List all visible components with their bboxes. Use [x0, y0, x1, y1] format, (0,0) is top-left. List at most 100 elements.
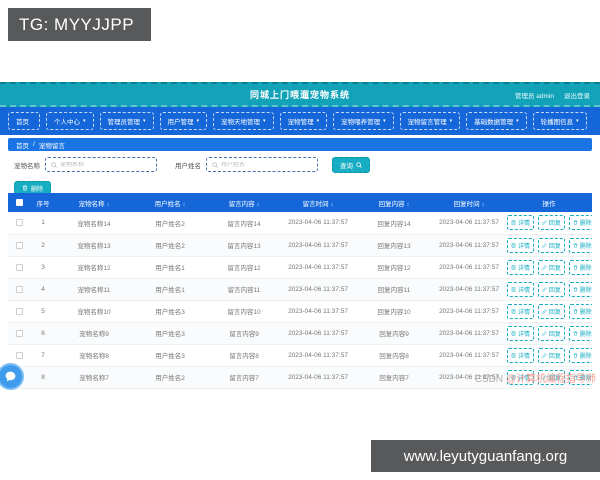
cell-reply-time: 2023-04-06 11:37:57 [432, 322, 506, 345]
cell-reply: 回复内容10 [356, 300, 432, 323]
table-row: 5 宠物名称10 用户姓名3 留言内容10 2023-04-06 11:37:5… [8, 300, 592, 323]
nav-item[interactable]: 宠物喂养管理 ▾ [333, 112, 394, 130]
cell-message-time: 2023-04-06 11:37:57 [280, 300, 356, 323]
delete-button[interactable]: 删除 [568, 237, 592, 253]
search-button[interactable]: 查询 [332, 156, 370, 173]
breadcrumb-home[interactable]: 首页 [16, 142, 29, 150]
document-icon [511, 242, 516, 248]
cell-user-name: 用户姓名3 [132, 322, 208, 345]
detail-button[interactable]: 详情 [507, 215, 535, 231]
delete-button[interactable]: 删除 [568, 325, 592, 341]
reply-button[interactable]: 回复 [537, 369, 565, 385]
nav-item-label: 基础数据管理 [474, 119, 514, 126]
cell-pet-name: 宠物名称11 [56, 278, 132, 301]
header-user-name[interactable]: 用户姓名 ↕ [132, 193, 208, 212]
pet-name-label: 宠物名称 [14, 162, 40, 170]
row-checkbox-cell [8, 344, 30, 367]
reply-button[interactable]: 回复 [537, 303, 565, 319]
nav-item[interactable]: 用户管理 ▾ [159, 112, 208, 130]
header-message[interactable]: 留言内容 ↕ [208, 193, 280, 212]
pet-name-input[interactable] [60, 161, 151, 168]
document-icon [511, 264, 516, 270]
logout-link[interactable]: 退出登录 [564, 92, 590, 100]
breadcrumb-current: 宠物留言 [38, 142, 65, 150]
nav-item[interactable]: 轮播图信息 ▾ [532, 112, 587, 130]
reply-button[interactable]: 回复 [537, 237, 565, 253]
row-checkbox[interactable] [15, 329, 23, 337]
row-checkbox[interactable] [15, 285, 23, 293]
nav-item[interactable]: 个人中心 ▾ [46, 112, 94, 130]
cell-reply-time: 2023-04-06 11:37:57 [432, 344, 506, 367]
delete-button[interactable]: 删除 [568, 259, 592, 275]
row-checkbox[interactable] [15, 307, 23, 315]
delete-button[interactable]: 删除 [568, 215, 592, 231]
chat-float-button[interactable] [0, 363, 24, 390]
nav-item[interactable]: 宠物留言管理 ▾ [399, 112, 461, 130]
batch-delete-label: 删除 [31, 186, 44, 193]
header-reply[interactable]: 回复内容 ↕ [356, 193, 432, 212]
search-button-label: 查询 [340, 162, 353, 170]
reply-button[interactable]: 回复 [537, 281, 565, 297]
detail-button[interactable]: 详情 [507, 325, 535, 341]
search-icon [356, 161, 362, 168]
cell-pet-name: 宠物名称9 [56, 322, 132, 345]
detail-button[interactable]: 详情 [507, 281, 535, 297]
cell-message-time: 2023-04-06 11:37:57 [280, 366, 356, 389]
cell-message-time: 2023-04-06 11:37:57 [280, 212, 356, 235]
delete-button[interactable]: 删除 [568, 281, 592, 297]
detail-button[interactable]: 详情 [507, 303, 535, 319]
cell-actions: 详情 回复 删除 [506, 212, 592, 235]
user-name-input[interactable] [221, 161, 312, 168]
delete-button[interactable]: 删除 [568, 347, 592, 363]
header-checkbox-cell [8, 193, 30, 212]
detail-button[interactable]: 详情 [507, 237, 535, 253]
nav-item[interactable]: 宠物天地管理 ▾ [213, 112, 274, 130]
detail-button[interactable]: 详情 [507, 347, 535, 363]
detail-button[interactable]: 详情 [507, 369, 535, 385]
pencil-icon [542, 242, 547, 248]
nav-item[interactable]: 宠物管理 ▾ [279, 112, 328, 130]
table-row: 2 宠物名称13 用户姓名2 留言内容13 2023-04-06 11:37:5… [8, 234, 592, 257]
nav-item[interactable]: 管理员管理 ▾ [99, 112, 154, 130]
table-row: 1 宠物名称14 用户姓名2 留言内容14 2023-04-06 11:37:5… [8, 212, 592, 235]
cell-user-name: 用户姓名2 [132, 212, 208, 235]
nav-item[interactable]: 首页 [8, 112, 40, 130]
chevron-down-icon: ▾ [196, 117, 200, 124]
chevron-down-icon: ▾ [83, 117, 86, 124]
delete-button[interactable]: 删除 [568, 369, 592, 385]
header-reply-time[interactable]: 回复时间 ↕ [432, 193, 506, 212]
trash-icon [573, 374, 578, 380]
sort-icon: ↕ [406, 201, 410, 208]
cell-actions: 详情 回复 删除 [506, 256, 592, 279]
row-checkbox[interactable] [15, 351, 23, 359]
chevron-down-icon: ▾ [383, 117, 386, 124]
row-checkbox[interactable] [15, 263, 23, 271]
chevron-down-icon: ▾ [263, 117, 266, 124]
reply-button[interactable]: 回复 [537, 259, 565, 275]
cell-reply-time: 2023-04-06 11:37:57 [432, 278, 506, 301]
delete-button[interactable]: 删除 [568, 303, 592, 319]
table-row: 8 宠物名称7 用户姓名2 留言内容7 2023-04-06 11:37:57 … [8, 366, 592, 389]
select-all-checkbox[interactable] [15, 199, 23, 206]
table-row: 7 宠物名称8 用户姓名3 留言内容8 2023-04-06 11:37:57 … [8, 344, 592, 367]
header-pet-name[interactable]: 宠物名称 ↕ [56, 193, 132, 212]
cell-index: 6 [30, 322, 56, 345]
cell-pet-name: 宠物名称10 [56, 300, 132, 323]
row-checkbox[interactable] [15, 219, 23, 227]
watermark-prefix: CSDN [474, 374, 504, 385]
cell-user-name: 用户姓名1 [132, 278, 208, 301]
header-message-time[interactable]: 留言时间 ↕ [280, 193, 356, 212]
reply-button[interactable]: 回复 [537, 325, 565, 341]
row-checkbox[interactable] [15, 241, 23, 249]
nav-item[interactable]: 基础数据管理 ▾ [466, 112, 527, 130]
trash-icon [573, 286, 578, 292]
sort-icon: ↕ [182, 201, 186, 208]
nav-item-label: 首页 [16, 119, 29, 126]
site-url-text: www.leyutyguanfang.org [403, 447, 568, 465]
reply-button[interactable]: 回复 [537, 215, 565, 231]
tg-badge: TG: MYYJJPP [8, 8, 151, 41]
reply-button[interactable]: 回复 [537, 347, 565, 363]
detail-button[interactable]: 详情 [507, 259, 535, 275]
user-name-input-box [206, 157, 318, 172]
cell-reply: 回复内容8 [356, 344, 432, 367]
